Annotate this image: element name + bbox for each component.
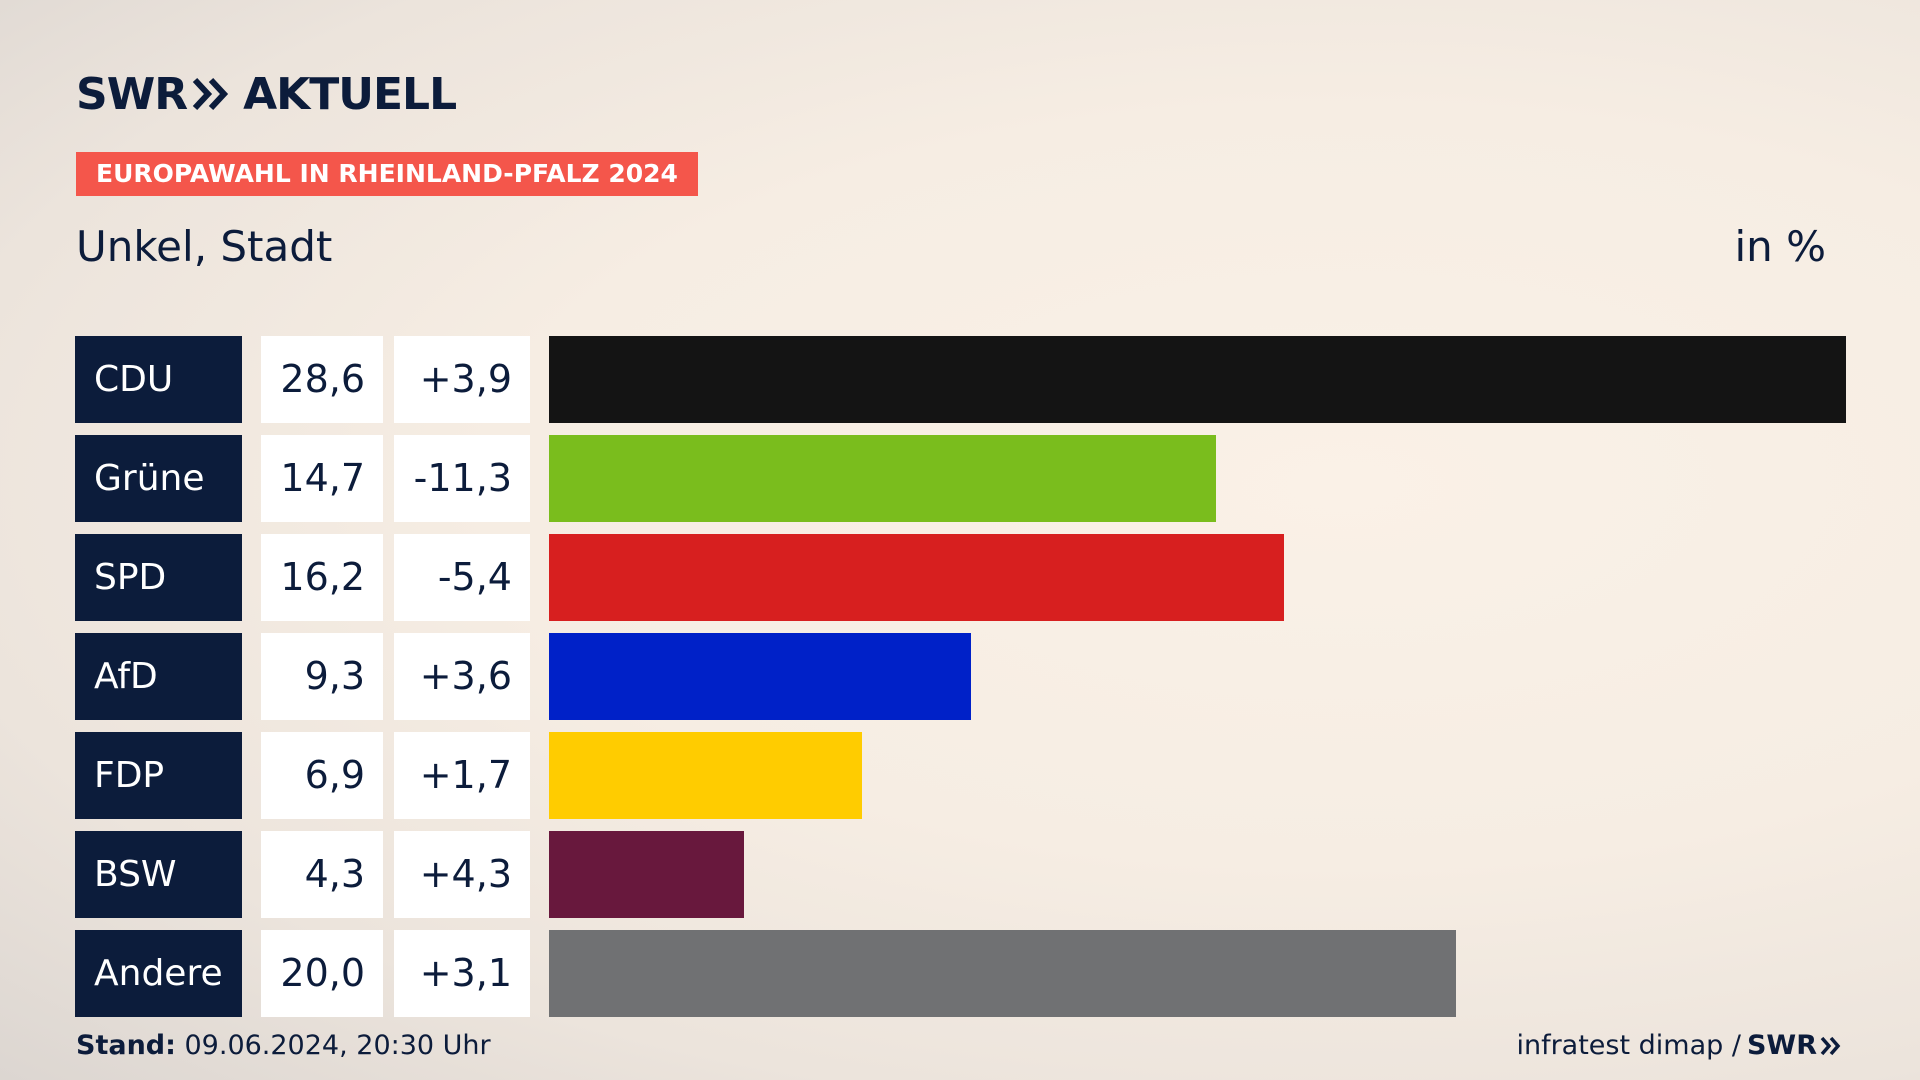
timestamp: Stand: 09.06.2024, 20:30 Uhr [76, 1030, 491, 1061]
bar-fdp [549, 732, 862, 819]
vote-share-label: 28,6 [261, 336, 383, 423]
double-chevron-icon [1820, 1036, 1841, 1055]
result-row-spd: SPD 16,2 -5,4 [75, 534, 1846, 621]
stand-value: 09.06.2024, 20:30 Uhr [175, 1030, 491, 1061]
election-banner: EUROPAWAHL IN RHEINLAND-PFALZ 2024 [76, 152, 698, 196]
change-label: +1,7 [394, 732, 530, 819]
vote-share-label: 16,2 [261, 534, 383, 621]
result-row-afd: AfD 9,3 +3,6 [75, 633, 1846, 720]
swr-aktuell-logo: SWR AKTUELL [76, 68, 457, 120]
bar-spd [549, 534, 1284, 621]
change-label: -11,3 [394, 435, 530, 522]
bar-afd [549, 633, 971, 720]
source-text: infratest dimap / [1516, 1030, 1741, 1061]
bar-andere [549, 930, 1456, 1017]
result-row-bsw: BSW 4,3 +4,3 [75, 831, 1846, 918]
change-label: +3,9 [394, 336, 530, 423]
result-row-andere: Andere 20,0 +3,1 [75, 930, 1846, 1017]
page-title: Unkel, Stadt [76, 222, 333, 271]
logo-swr-text: SWR [76, 68, 188, 120]
source-logo-text: SWR [1746, 1030, 1817, 1061]
change-label: +3,6 [394, 633, 530, 720]
party-label: FDP [75, 732, 242, 819]
vote-share-label: 14,7 [261, 435, 383, 522]
result-row-fdp: FDP 6,9 +1,7 [75, 732, 1846, 819]
bar-grüne [549, 435, 1216, 522]
result-row-grüne: Grüne 14,7 -11,3 [75, 435, 1846, 522]
vote-share-label: 4,3 [261, 831, 383, 918]
bar-bsw [549, 831, 744, 918]
vote-share-label: 6,9 [261, 732, 383, 819]
vote-share-label: 9,3 [261, 633, 383, 720]
vote-share-label: 20,0 [261, 930, 383, 1017]
double-chevron-icon [192, 77, 229, 111]
stand-label: Stand: [76, 1030, 176, 1061]
source-credit: infratest dimap / SWR [1516, 1030, 1842, 1061]
party-label: Andere [75, 930, 242, 1017]
party-label: CDU [75, 336, 242, 423]
change-label: -5,4 [394, 534, 530, 621]
change-label: +4,3 [394, 831, 530, 918]
result-row-cdu: CDU 28,6 +3,9 [75, 336, 1846, 423]
source-logo: SWR [1747, 1030, 1842, 1061]
logo-aktuell-text: AKTUELL [243, 68, 457, 120]
party-label: BSW [75, 831, 242, 918]
party-label: Grüne [75, 435, 242, 522]
party-label: SPD [75, 534, 242, 621]
change-label: +3,1 [394, 930, 530, 1017]
bar-cdu [549, 336, 1846, 423]
unit-label: in % [1734, 222, 1826, 271]
party-label: AfD [75, 633, 242, 720]
